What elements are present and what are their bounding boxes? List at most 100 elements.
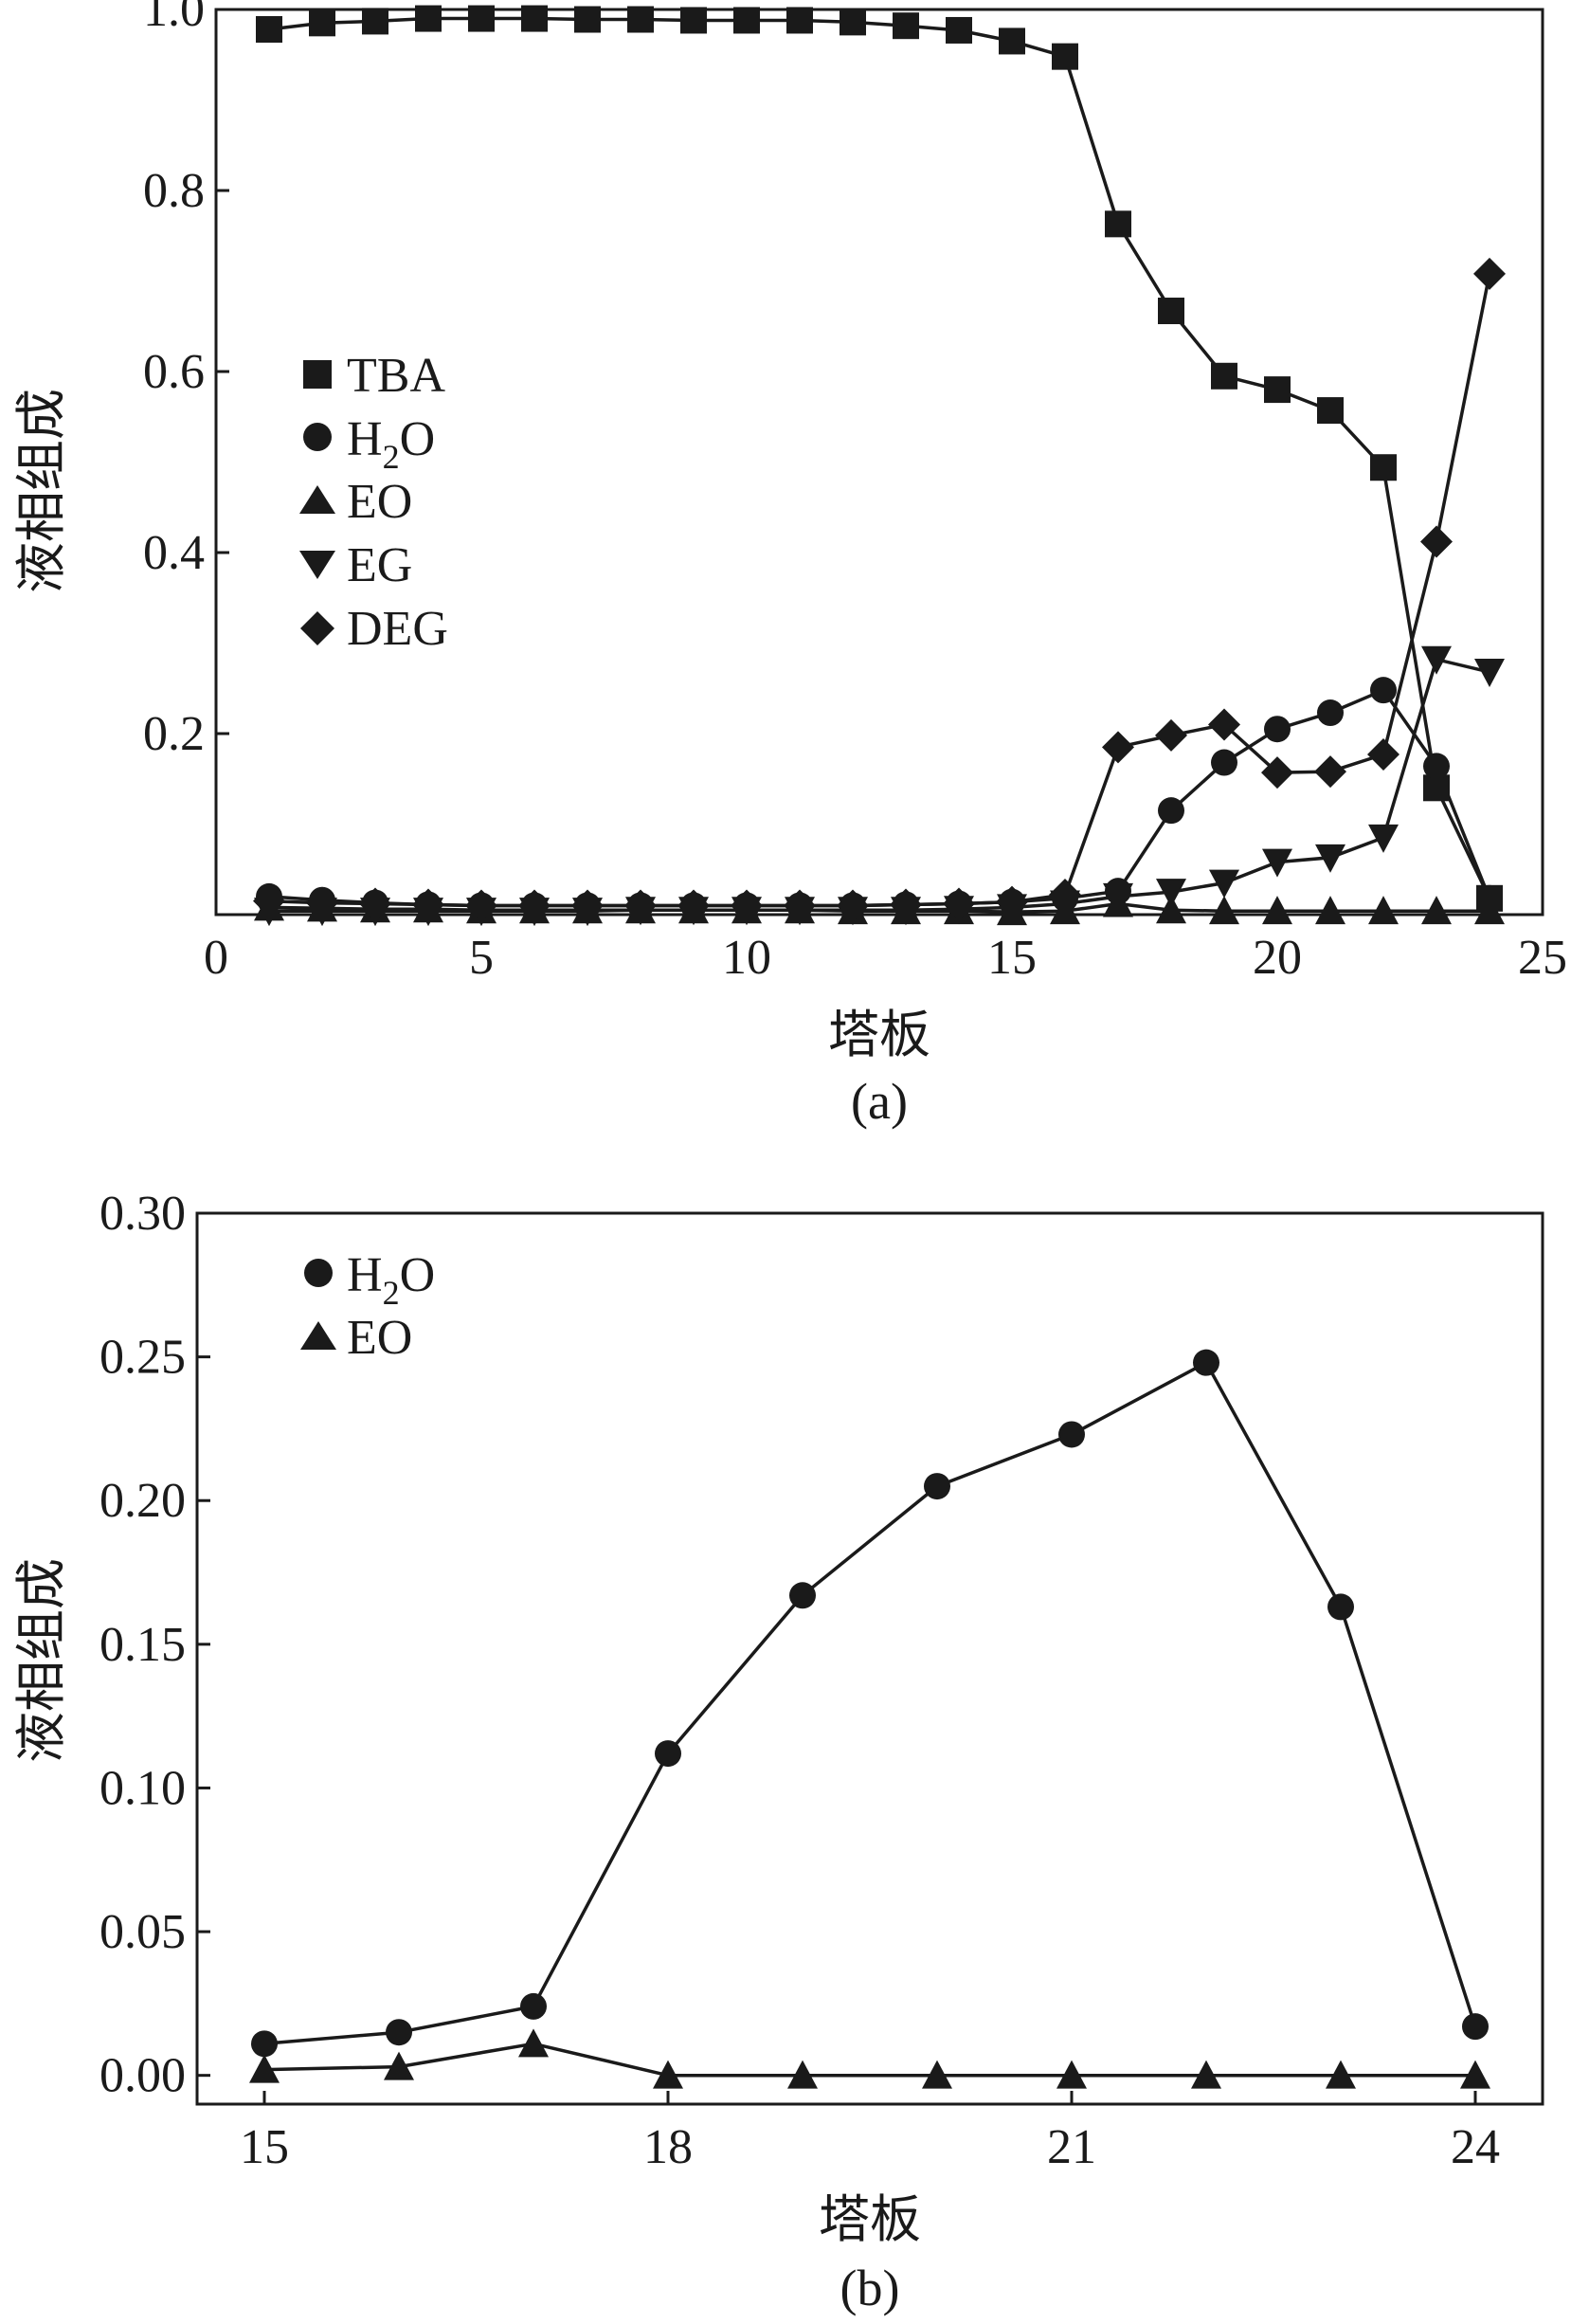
y-ticks-a: 0.2 0.4 0.6 0.8 1.0 0 5 10 15 20 25 — [143, 0, 1567, 985]
data-point-tba — [680, 7, 707, 34]
y-tick-label: 0.30 — [99, 1187, 186, 1241]
x-tick-label: 15 — [240, 2120, 289, 2174]
data-point-deg — [465, 889, 497, 922]
y-tick-label: 0.8 — [143, 164, 205, 218]
data-point-tba — [1264, 376, 1291, 404]
data-point-tba — [574, 6, 601, 33]
legend-marker-deg — [300, 611, 334, 645]
data-point-tba — [1158, 298, 1184, 325]
data-point-deg — [677, 889, 710, 922]
legend-marker-h2o — [303, 423, 332, 451]
data-point-tba — [362, 8, 388, 35]
plot-frame-a — [214, 8, 1544, 917]
x-tick-label: 25 — [1518, 931, 1567, 985]
data-point-h2o — [1317, 699, 1344, 727]
data-point-deg — [624, 889, 657, 922]
data-point-deg — [1049, 878, 1081, 911]
data-point-tba — [521, 5, 548, 32]
x-tick-label: 24 — [1451, 2120, 1500, 2174]
y-tick-label: 0.00 — [99, 2049, 186, 2103]
data-point-tba — [786, 7, 813, 34]
data-point-eo — [1056, 2060, 1087, 2089]
data-point-eo — [249, 2054, 280, 2083]
data-point-deg — [412, 888, 444, 921]
data-point-eg — [1262, 848, 1292, 878]
y-axis-label-a: 液相组成 — [11, 389, 71, 593]
data-point-eo — [1326, 2060, 1356, 2089]
data-point-eo — [653, 2060, 683, 2089]
y-tick-label: 0.2 — [143, 707, 205, 761]
legend-marker-h2o-b — [304, 1259, 333, 1287]
series-line-eg — [269, 657, 1490, 913]
legend-label-deg: DEG — [347, 602, 448, 656]
legend-b: H2O EO — [300, 1248, 435, 1365]
data-point-eo — [518, 2028, 549, 2058]
data-point-tba — [309, 9, 335, 37]
x-tick-label: 10 — [722, 931, 771, 985]
series-line-eo — [263, 2042, 1475, 2078]
legend-marker-eo — [299, 485, 335, 514]
data-point-eo — [1315, 896, 1345, 925]
data-point-deg — [890, 888, 922, 921]
data-point-tba — [256, 16, 282, 44]
y-tick-label: 0.05 — [99, 1905, 186, 1959]
legend-marker-eg — [299, 551, 335, 579]
data-point-h2o — [520, 1992, 547, 2020]
data-point-eg — [1103, 882, 1133, 912]
data-point-eo — [1156, 895, 1186, 924]
legend-marker-tba — [303, 360, 332, 389]
data-point-h2o — [1327, 1593, 1354, 1621]
legend-label-h2o-b: H2O — [347, 1248, 435, 1312]
series-line-h2o — [263, 1360, 1477, 2046]
x-tick-label: 5 — [469, 931, 494, 985]
x-tick-label: 20 — [1253, 931, 1302, 985]
data-point-deg — [1155, 718, 1187, 752]
y-tick-label: 0.4 — [143, 526, 205, 580]
data-point-tba — [1370, 454, 1397, 481]
data-point-deg — [1420, 525, 1453, 558]
panel-label-a: (a) — [851, 1073, 908, 1130]
data-point-deg — [1102, 731, 1134, 764]
x-tick-label: 18 — [643, 2120, 693, 2174]
data-point-h2o — [1423, 753, 1450, 780]
data-point-deg — [571, 889, 604, 922]
data-point-eg — [1421, 645, 1452, 675]
y-tick-label: 0.6 — [143, 345, 205, 399]
data-point-eo — [1209, 896, 1239, 925]
data-point-deg — [837, 889, 869, 922]
y-tick-label: 0.10 — [99, 1761, 186, 1815]
y-tick-label: 0.15 — [99, 1618, 186, 1672]
data-point-eg — [1315, 844, 1345, 873]
data-point-eo — [1474, 896, 1505, 925]
data-point-tba — [1211, 362, 1237, 390]
data-point-eo — [1262, 896, 1292, 925]
y-tick-label: 0.20 — [99, 1474, 186, 1528]
data-point-eo — [922, 2060, 952, 2089]
data-point-h2o — [1264, 716, 1291, 743]
data-point-tba — [1317, 397, 1344, 425]
series-line-tba — [268, 16, 1491, 899]
data-point-h2o — [1193, 1349, 1219, 1376]
data-point-deg — [518, 889, 551, 922]
data-point-eo — [1191, 2060, 1221, 2089]
data-point-eg — [1368, 824, 1399, 853]
data-point-h2o — [1158, 797, 1184, 825]
data-point-tba — [1052, 43, 1078, 70]
data-point-h2o — [1370, 677, 1397, 704]
data-point-deg — [359, 887, 391, 920]
legend-label-eo-b: EO — [347, 1311, 412, 1365]
data-point-tba — [999, 27, 1025, 55]
data-point-h2o — [655, 1740, 681, 1768]
panel-b: 0.00 0.05 0.10 0.15 0.20 0.25 0.30 15 18 21 24 H2O… — [11, 1187, 1544, 2316]
legend-label-eg: EG — [347, 538, 412, 592]
data-point-h2o — [386, 2019, 412, 2046]
y-axis-label-b: 液相组成 — [11, 1558, 71, 1763]
y-tick-label: 1.0 — [143, 0, 205, 37]
x-axis-label-b: 塔板 — [819, 2189, 921, 2249]
data-point-eg — [1156, 879, 1186, 908]
data-point-tba — [893, 12, 919, 40]
x-tick-label: 0 — [204, 931, 228, 985]
data-point-h2o — [1058, 1421, 1085, 1448]
x-tick-label: 15 — [987, 931, 1037, 985]
